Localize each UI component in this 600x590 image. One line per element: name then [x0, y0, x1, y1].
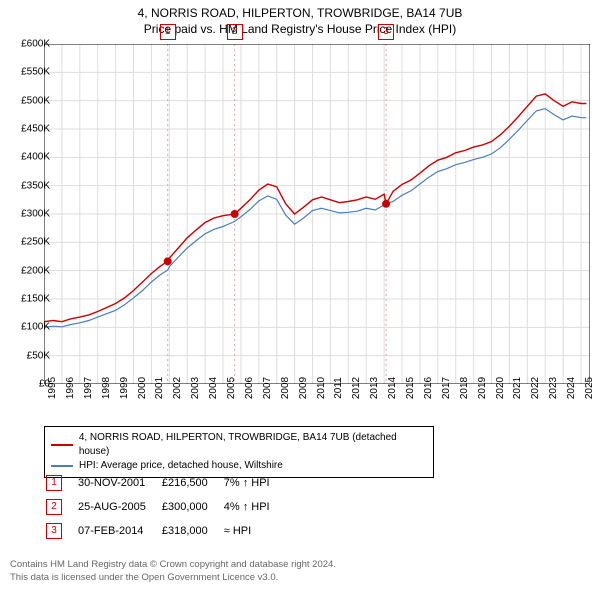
- marker-delta: 4% ↑ HPI: [224, 496, 284, 518]
- x-tick-label: 2013: [369, 377, 380, 399]
- x-tick-label: 2011: [333, 377, 344, 399]
- y-tick-label: £450K: [21, 124, 50, 135]
- marker-price: £216,500: [162, 472, 222, 494]
- attribution-line: This data is licensed under the Open Gov…: [10, 572, 336, 584]
- x-tick-label: 2021: [512, 377, 523, 399]
- x-tick-label: 2009: [298, 377, 309, 399]
- y-tick-label: £50K: [27, 350, 50, 361]
- x-tick-label: 1995: [47, 377, 58, 399]
- x-tick-label: 2007: [262, 377, 273, 399]
- legend-item: 4, NORRIS ROAD, HILPERTON, TROWBRIDGE, B…: [51, 431, 427, 459]
- chart-title-line1: 4, NORRIS ROAD, HILPERTON, TROWBRIDGE, B…: [0, 0, 600, 22]
- x-tick-label: 2022: [530, 377, 541, 399]
- marker-price: £318,000: [162, 520, 222, 542]
- x-tick-label: 2024: [566, 377, 577, 399]
- y-tick-label: £550K: [21, 67, 50, 78]
- y-tick-label: £500K: [21, 95, 50, 106]
- marker-date: 30-NOV-2001: [78, 472, 160, 494]
- x-tick-label: 1997: [83, 377, 94, 399]
- marker-row: 1 30-NOV-2001£216,5007% ↑ HPI: [46, 472, 284, 494]
- y-tick-label: £300K: [21, 209, 50, 220]
- x-tick-label: 2017: [441, 377, 452, 399]
- x-tick-label: 2006: [244, 377, 255, 399]
- y-tick-label: £200K: [21, 265, 50, 276]
- legend-text: 4, NORRIS ROAD, HILPERTON, TROWBRIDGE, B…: [79, 431, 427, 459]
- x-tick-label: 2016: [423, 377, 434, 399]
- x-tick-label: 1998: [101, 377, 112, 399]
- chart-area: 123: [44, 44, 590, 384]
- y-tick-label: £400K: [21, 152, 50, 163]
- x-tick-label: 1999: [119, 377, 130, 399]
- attribution-line: Contains HM Land Registry data © Crown c…: [10, 559, 336, 571]
- x-tick-label: 2015: [405, 377, 416, 399]
- marker-row: 2 25-AUG-2005£300,0004% ↑ HPI: [46, 496, 284, 518]
- x-tick-label: 2020: [495, 377, 506, 399]
- y-tick-label: £150K: [21, 294, 50, 305]
- chart-marker-badge: 2: [227, 24, 243, 40]
- marker-table: 1 30-NOV-2001£216,5007% ↑ HPI 2 25-AUG-2005…: [44, 470, 286, 544]
- y-tick-label: £350K: [21, 180, 50, 191]
- marker-badge: 3: [46, 523, 62, 539]
- x-tick-label: 2025: [584, 377, 595, 399]
- x-tick-label: 2014: [387, 377, 398, 399]
- marker-price: £300,000: [162, 496, 222, 518]
- marker-badge: 1: [46, 475, 62, 491]
- x-tick-label: 2003: [190, 377, 201, 399]
- marker-badge: 2: [46, 499, 62, 515]
- y-tick-label: £600K: [21, 39, 50, 50]
- x-tick-label: 2010: [316, 377, 327, 399]
- x-tick-label: 2023: [548, 377, 559, 399]
- attribution: Contains HM Land Registry data © Crown c…: [10, 559, 336, 584]
- marker-row: 3 07-FEB-2014£318,000≈ HPI: [46, 520, 284, 542]
- x-tick-label: 2018: [459, 377, 470, 399]
- marker-delta: ≈ HPI: [224, 520, 284, 542]
- chart-title-line2: Price paid vs. HM Land Registry's House …: [0, 22, 600, 40]
- marker-delta: 7% ↑ HPI: [224, 472, 284, 494]
- y-tick-label: £100K: [21, 322, 50, 333]
- legend-swatch: [51, 444, 73, 446]
- chart-marker-badge: 1: [160, 24, 176, 40]
- y-tick-label: £250K: [21, 237, 50, 248]
- marker-date: 25-AUG-2005: [78, 496, 160, 518]
- x-tick-label: 2005: [226, 377, 237, 399]
- marker-date: 07-FEB-2014: [78, 520, 160, 542]
- chart-marker-badge: 3: [378, 24, 394, 40]
- line-chart-svg: [44, 44, 590, 384]
- x-tick-label: 2002: [172, 377, 183, 399]
- x-tick-label: 2001: [154, 377, 165, 399]
- x-tick-label: 2008: [280, 377, 291, 399]
- legend-swatch: [51, 465, 73, 467]
- x-tick-label: 2000: [137, 377, 148, 399]
- x-tick-label: 1996: [65, 377, 76, 399]
- x-tick-label: 2012: [351, 377, 362, 399]
- x-tick-label: 2004: [208, 377, 219, 399]
- x-tick-label: 2019: [477, 377, 488, 399]
